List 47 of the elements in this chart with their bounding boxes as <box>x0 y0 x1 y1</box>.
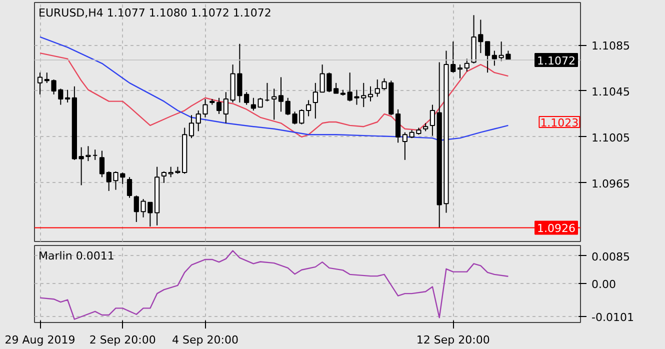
ref-line-label: 1.1072 <box>537 54 576 68</box>
candlestick <box>196 110 201 132</box>
text: 1.1023 <box>540 116 579 130</box>
line-series <box>39 250 509 320</box>
candlestick <box>272 88 277 120</box>
candlestick <box>395 108 401 144</box>
line-series <box>39 36 509 141</box>
candlestick <box>492 50 497 66</box>
candlestick <box>285 97 290 116</box>
y-tick-label: -0.0101 <box>592 310 634 324</box>
x-tick-label: 2 Sep 20:00 <box>89 334 156 346</box>
candlestick <box>99 150 105 178</box>
candlestick <box>457 64 463 79</box>
candlestick <box>202 98 208 118</box>
ref-line-label: 1.0926 <box>537 222 576 236</box>
candlestick <box>168 166 174 178</box>
candlestick <box>250 97 256 112</box>
y-tick-label: 1.1005 <box>592 131 630 144</box>
y-tick-label: 0.00 <box>592 278 616 292</box>
x-tick-label: 12 Sep 20:00 <box>416 334 490 346</box>
candlestick <box>430 104 436 136</box>
candlestick <box>244 92 250 106</box>
candlestick <box>258 97 263 108</box>
candlestick <box>37 72 43 95</box>
candlestick <box>188 114 194 139</box>
candlestick <box>78 146 84 186</box>
y-tick-label: 0.0085 <box>592 250 630 264</box>
x-tick-label: 4 Sep 20:00 <box>172 334 238 346</box>
candlestick <box>278 76 284 112</box>
y-tick-label: 1.1085 <box>592 40 630 53</box>
chart-title: EURUSD,H4 1.1077 1.1080 1.1072 1.1072 <box>38 6 272 20</box>
candlestick <box>368 86 374 102</box>
candlestick <box>464 58 470 72</box>
candlestick <box>312 82 318 120</box>
y-tick-label: 1.1045 <box>592 85 630 98</box>
candlestick <box>64 89 70 103</box>
candlestick <box>216 97 222 114</box>
candlestick <box>374 78 380 98</box>
x-tick-label: 29 Aug 2019 <box>4 334 76 346</box>
candlestick <box>484 41 490 74</box>
candlestick <box>86 146 91 162</box>
candlestick <box>161 170 167 184</box>
line-series <box>39 52 509 138</box>
y-tick-label: 1.0965 <box>592 177 630 190</box>
candlestick <box>306 100 312 117</box>
chart-title: Marlin 0.0011 <box>38 250 114 262</box>
candlestick <box>126 176 132 198</box>
